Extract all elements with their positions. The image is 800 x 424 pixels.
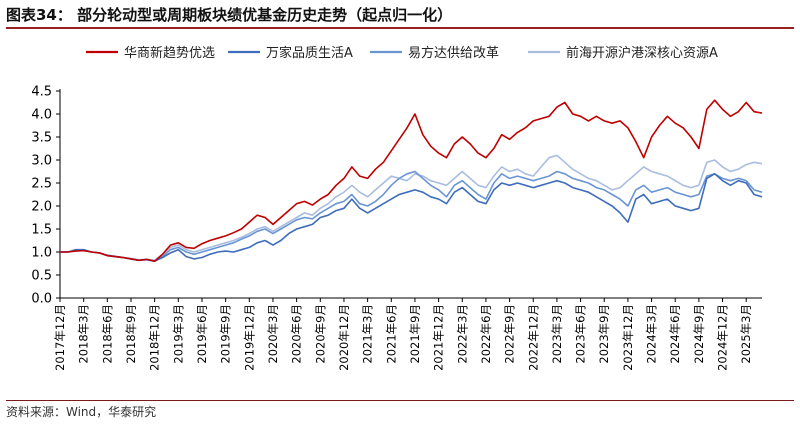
legend-label: 万家品质生活A (266, 45, 353, 61)
y-tick-label: 0.0 (31, 292, 52, 307)
x-tick-label: 2019年6月 (195, 304, 209, 364)
series-line (60, 170, 763, 262)
y-tick-label: 2.0 (31, 200, 52, 215)
y-tick-label: 1.0 (31, 246, 52, 261)
x-tick-label: 2018年6月 (100, 304, 114, 364)
x-tick-label: 2023年9月 (597, 304, 611, 364)
x-tick-label: 2024年12月 (716, 304, 730, 371)
y-tick-label: 4.5 (31, 85, 52, 100)
y-tick-label: 4.0 (31, 108, 52, 123)
legend-label: 华商新趋势优选 (124, 45, 215, 61)
y-tick-label: 2.5 (31, 177, 52, 192)
x-tick-label: 2019年9月 (219, 304, 233, 364)
x-tick-label: 2022年6月 (479, 304, 493, 364)
source-note: 资料来源：Wind，华泰研究 (6, 405, 157, 419)
y-tick-label: 0.5 (31, 269, 52, 284)
x-tick-label: 2018年3月 (77, 304, 91, 364)
x-tick-label: 2019年3月 (171, 304, 185, 364)
x-tick-label: 2020年3月 (266, 304, 280, 364)
y-axis: 0.0 0.5 1.0 1.5 2.0 2.5 3.0 3.5 4.0 4.5 (31, 85, 61, 307)
x-tick-label: 2023年3月 (550, 304, 564, 364)
x-tick-label: 2020年6月 (290, 304, 304, 364)
x-tick-label: 2018年12月 (148, 304, 162, 371)
x-tick-label: 2021年3月 (361, 304, 375, 364)
x-tick-label: 2021年6月 (384, 304, 398, 364)
x-tick-label: 2017年12月 (53, 304, 67, 371)
x-tick-label: 2024年9月 (692, 304, 706, 364)
y-tick-label: 3.0 (31, 154, 52, 169)
x-tick-label: 2018年9月 (124, 304, 138, 364)
plot-area (60, 99, 763, 262)
x-tick-label: 2023年12月 (621, 304, 635, 371)
x-axis: 2017年12月 2018年3月 2018年6月 2018年9月 2018年12月 201… (53, 297, 762, 371)
y-tick-label: 1.5 (31, 223, 52, 238)
x-tick-label: 2022年12月 (526, 304, 540, 371)
x-tick-label: 2024年3月 (645, 304, 659, 364)
series-line (60, 154, 763, 262)
x-tick-label: 2019年12月 (242, 304, 256, 371)
x-tick-label: 2020年9月 (313, 304, 327, 364)
line-chart: 华商新趋势优选 万家品质生活A 易方达供给改革 前海开源沪港深核心资源A 0.0 0.5… (31, 45, 763, 371)
footer-divider (6, 400, 794, 401)
series-line (60, 173, 763, 262)
x-tick-label: 2021年9月 (408, 304, 422, 364)
x-tick-label: 2025年3月 (739, 304, 753, 364)
y-tick-label: 3.5 (31, 131, 52, 146)
legend-label: 易方达供给改革 (408, 45, 499, 61)
chart-legend: 华商新趋势优选 万家品质生活A 易方达供给改革 前海开源沪港深核心资源A (86, 45, 718, 61)
legend-label: 前海开源沪港深核心资源A (566, 45, 718, 61)
title-divider (6, 27, 794, 29)
x-tick-label: 2021年12月 (432, 304, 446, 371)
x-tick-label: 2024年6月 (668, 304, 682, 364)
figure-title: 图表34： 部分轮动型或周期板块绩优基金历史走势（起点归一化） (6, 6, 453, 24)
series-line (60, 99, 763, 262)
x-tick-label: 2020年12月 (337, 304, 351, 371)
x-tick-label: 2022年3月 (455, 304, 469, 364)
x-tick-label: 2023年6月 (574, 304, 588, 364)
x-tick-label: 2022年9月 (503, 304, 517, 364)
